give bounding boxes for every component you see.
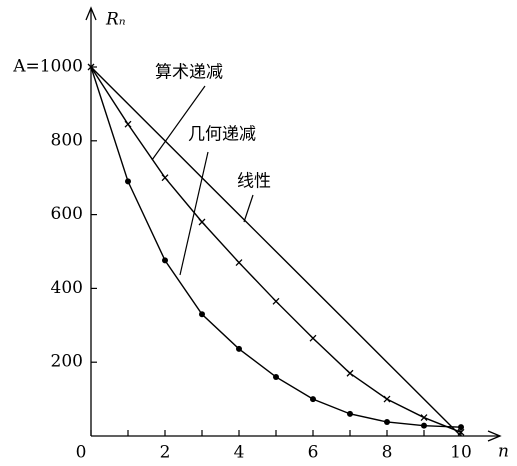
point [421,422,427,429]
x-tick-label: 10 [450,443,472,463]
point [458,424,464,431]
point [457,428,465,436]
x-arrow [487,430,502,442]
point [272,297,280,305]
point [273,373,279,380]
point [161,174,169,182]
y-arrow [85,6,97,21]
point [236,345,242,352]
point [346,369,354,377]
leader-line [151,85,206,161]
leader-line [179,151,209,276]
y-tick-label: 400 [51,278,83,298]
y-tick-label: 800 [51,130,83,150]
leader-line [243,194,254,223]
point [383,395,391,403]
x-axis-label: n [498,442,509,462]
y-axis-label: Rₙ [105,10,126,30]
point [420,414,428,422]
point [384,418,390,425]
point [310,396,316,403]
series-label: 线性 [237,172,271,192]
series-label: 几何递减 [188,125,256,145]
x-tick-label: 4 [234,443,245,463]
point [124,120,132,128]
point [199,311,205,318]
point [309,334,317,342]
x-tick-label: 8 [382,443,393,463]
x-tick-label: 6 [308,443,319,463]
point [125,178,131,185]
point [198,218,206,226]
x-tick-label: 0 [76,443,87,463]
y-tick-label: 600 [51,204,83,224]
point [162,257,168,264]
point [235,259,243,267]
series-line [90,66,462,428]
x-tick-label: 2 [160,443,171,463]
y-tick-label: 200 [51,352,83,372]
series-label: 算术递减 [155,63,223,83]
y-tick-label: A=1000 [12,57,83,77]
series-line [90,66,462,437]
start-marker [87,63,95,71]
point [347,410,353,417]
